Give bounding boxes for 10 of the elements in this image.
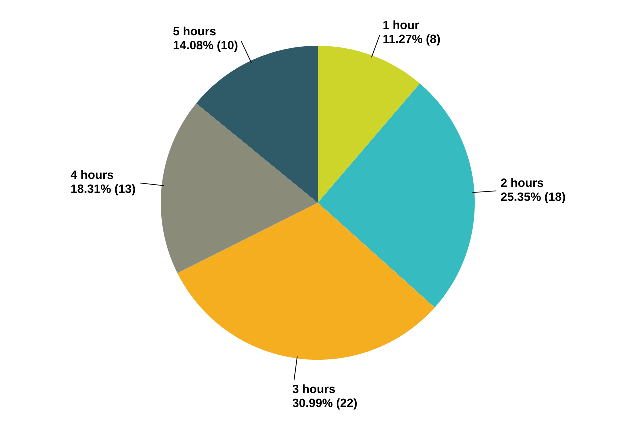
data-label: 14.08% (10) [174,40,238,52]
data-label: 18.31% (13) [72,184,136,196]
data-label: 25.35% (18) [501,192,566,204]
slice-label: 4 hours [70,170,114,180]
slice-label: 3 hours [292,384,336,394]
slice-label: 2 hours [501,178,544,188]
data-label: 11.27% (8) [384,34,440,46]
slice-label: 5 hours [174,26,216,36]
slice-label: 1 hour [384,20,420,30]
data-label: 30.99% (22) [292,398,358,410]
